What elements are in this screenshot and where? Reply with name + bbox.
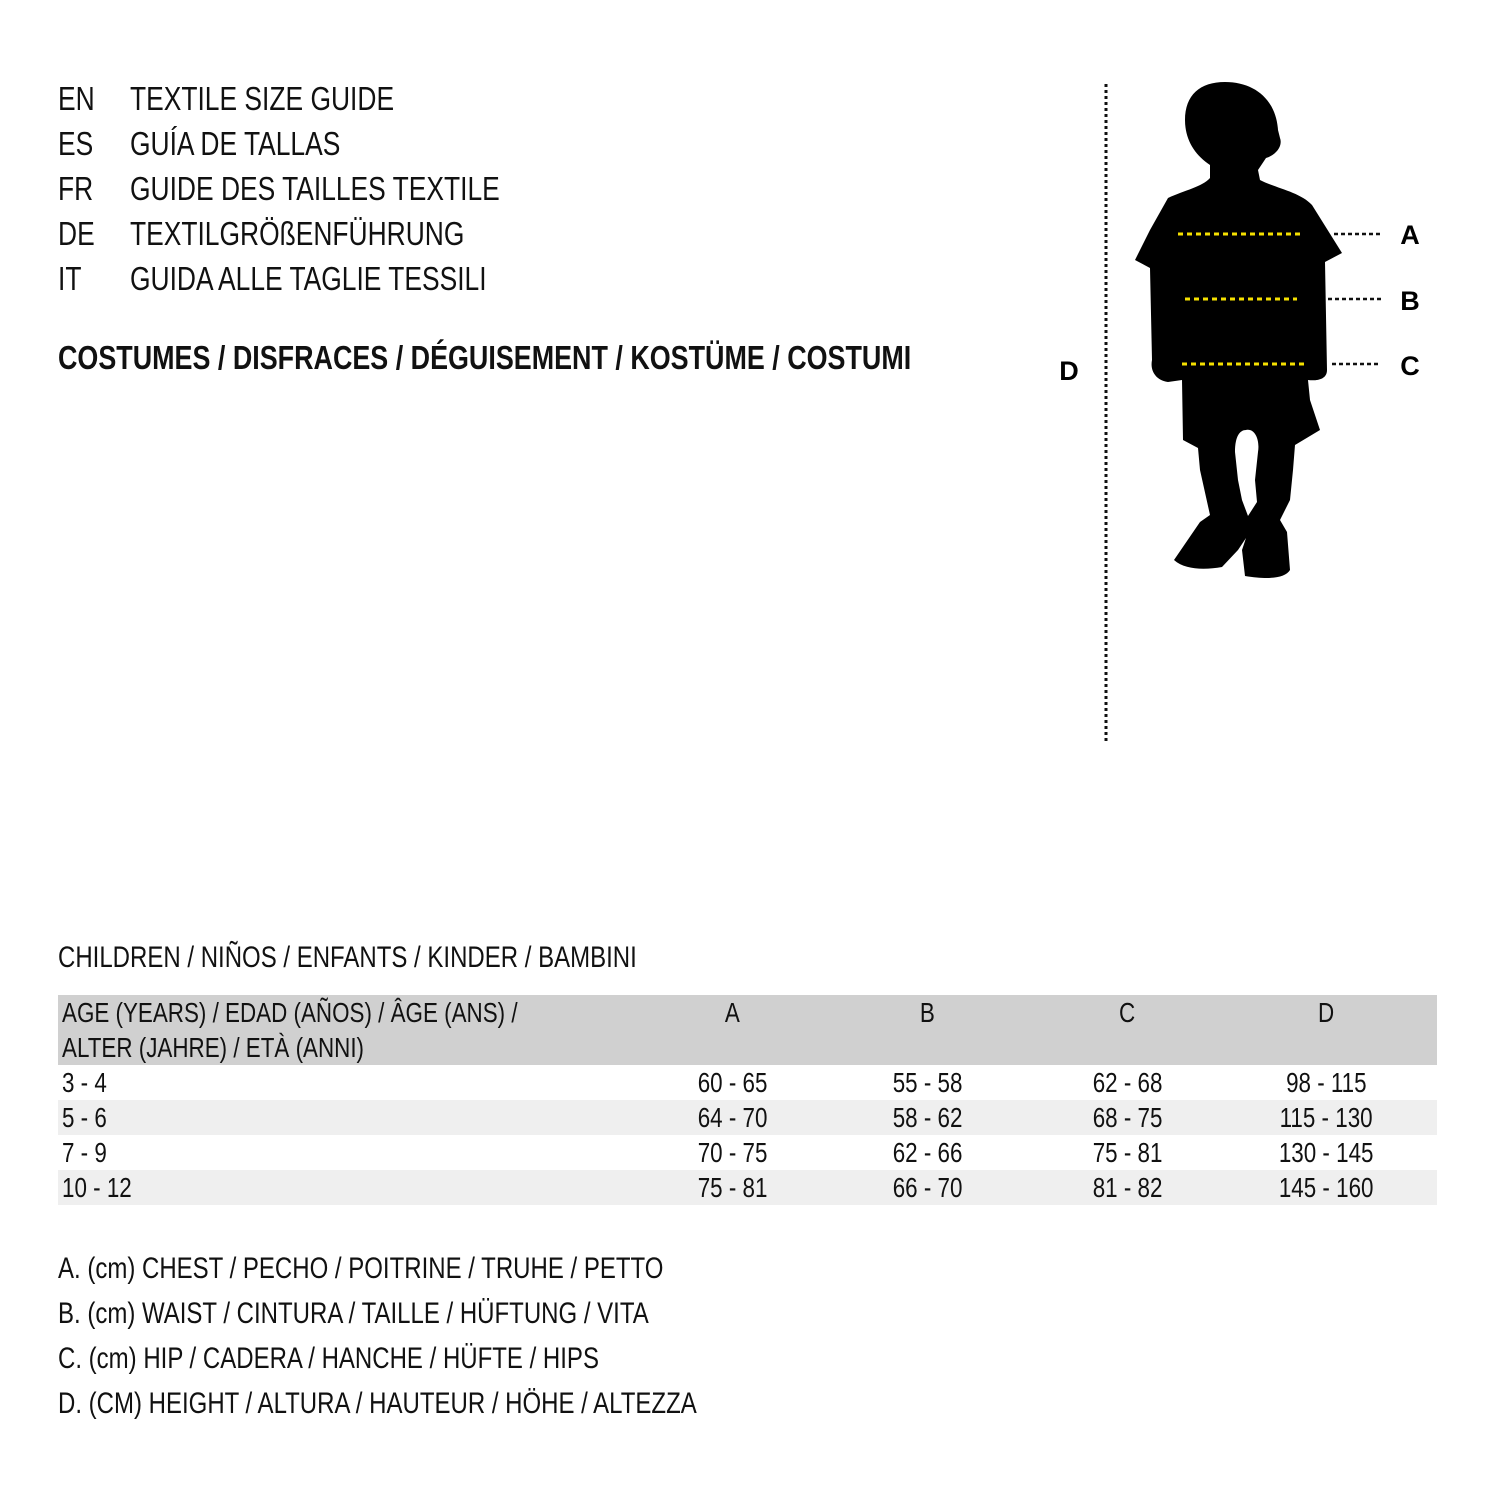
cell-a: 64 - 70	[650, 1100, 815, 1135]
lang-code: ES	[58, 125, 94, 162]
child-silhouette	[1135, 82, 1342, 578]
header-b: B	[815, 995, 1040, 1065]
cell-text: 10 - 12	[62, 1172, 132, 1203]
cell-age: 10 - 12	[58, 1170, 650, 1205]
legend-waist: B. (cm) WAIST / CINTURA / TAILLE / HÜFTU…	[58, 1291, 796, 1336]
cell-text: 68 - 75	[1092, 1102, 1163, 1133]
section-text: CHILDREN / NIÑOS / ENFANTS / KINDER / BA…	[58, 941, 637, 974]
cell-text: 55 - 58	[892, 1067, 963, 1098]
lang-code: DE	[58, 215, 95, 252]
cell-c: 75 - 81	[1040, 1135, 1215, 1170]
cell-text: 70 - 75	[697, 1137, 768, 1168]
cell-c: 68 - 75	[1040, 1100, 1215, 1135]
label-b: B	[1400, 286, 1420, 316]
cell-d: 98 - 115	[1215, 1065, 1437, 1100]
cell-d: 130 - 145	[1215, 1135, 1437, 1170]
cell-text: 130 - 145	[1278, 1137, 1374, 1168]
lang-title: GUIDE DES TAILLES TEXTILE	[130, 170, 500, 207]
cell-text: 5 - 6	[62, 1102, 107, 1133]
lang-code: EN	[58, 80, 95, 117]
legend-text: B. (cm) WAIST / CINTURA / TAILLE / HÜFTU…	[58, 1297, 649, 1330]
label-c: C	[1400, 351, 1420, 381]
legend-chest: A. (cm) CHEST / PECHO / POITRINE / TRUHE…	[58, 1246, 815, 1291]
cell-text: 58 - 62	[892, 1102, 963, 1133]
header-age: AGE (YEARS) / EDAD (AÑOS) / ÂGE (ANS) / …	[58, 995, 650, 1065]
cell-c: 81 - 82	[1040, 1170, 1215, 1205]
cell-text: 66 - 70	[892, 1172, 963, 1203]
cell-c: 62 - 68	[1040, 1065, 1215, 1100]
cell-text: 62 - 68	[1092, 1067, 1163, 1098]
table-row: 3 - 4 60 - 65 55 - 58 62 - 68 98 - 115	[58, 1065, 1437, 1100]
lang-code: IT	[58, 260, 82, 297]
cell-text: 3 - 4	[62, 1067, 107, 1098]
header-text: D	[1318, 997, 1335, 1028]
cell-a: 75 - 81	[650, 1170, 815, 1205]
table-row: 5 - 6 64 - 70 58 - 62 68 - 75 115 - 130	[58, 1100, 1437, 1135]
lang-title: TEXTILGRÖßENFÜHRUNG	[130, 215, 465, 252]
lang-title: TEXTILE SIZE GUIDE	[130, 80, 395, 117]
header-c: C	[1040, 995, 1215, 1065]
cell-text: 81 - 82	[1092, 1172, 1163, 1203]
category-text: COSTUMES / DISFRACES / DÉGUISEMENT / KOS…	[58, 339, 912, 376]
cell-text: 62 - 66	[892, 1137, 963, 1168]
section-heading: CHILDREN / NIÑOS / ENFANTS / KINDER / BA…	[58, 938, 781, 978]
lang-code: FR	[58, 170, 94, 207]
header-text: C	[1119, 997, 1136, 1028]
header-age-line1: AGE (YEARS) / EDAD (AÑOS) / ÂGE (ANS) /	[62, 997, 518, 1028]
lang-title: GUIDA ALLE TAGLIE TESSILI	[130, 260, 487, 297]
legend-height: D. (CM) HEIGHT / ALTURA / HAUTEUR / HÖHE…	[58, 1381, 856, 1426]
label-a: A	[1400, 220, 1420, 250]
table-row: 10 - 12 75 - 81 66 - 70 81 - 82 145 - 160	[58, 1170, 1437, 1205]
cell-age: 3 - 4	[58, 1065, 650, 1100]
cell-d: 145 - 160	[1215, 1170, 1437, 1205]
category-heading: COSTUMES / DISFRACES / DÉGUISEMENT / KOS…	[58, 336, 1105, 380]
cell-text: 60 - 65	[697, 1067, 768, 1098]
legend-text: D. (CM) HEIGHT / ALTURA / HAUTEUR / HÖHE…	[58, 1387, 697, 1420]
cell-a: 70 - 75	[650, 1135, 815, 1170]
header-age-line2: ALTER (JAHRE) / ETÀ (ANNI)	[62, 1032, 365, 1063]
cell-b: 55 - 58	[815, 1065, 1040, 1100]
label-d: D	[1059, 356, 1079, 386]
cell-age: 5 - 6	[58, 1100, 650, 1135]
cell-b: 62 - 66	[815, 1135, 1040, 1170]
cell-text: 145 - 160	[1278, 1172, 1374, 1203]
lang-title: GUÍA DE TALLAS	[130, 125, 341, 162]
cell-a: 60 - 65	[650, 1065, 815, 1100]
table-row: 7 - 9 70 - 75 62 - 66 75 - 81 130 - 145	[58, 1135, 1437, 1170]
cell-text: 75 - 81	[1092, 1137, 1163, 1168]
cell-text: 7 - 9	[62, 1137, 107, 1168]
cell-text: 64 - 70	[697, 1102, 768, 1133]
legend-text: C. (cm) HIP / CADERA / HANCHE / HÜFTE / …	[58, 1342, 599, 1375]
cell-b: 58 - 62	[815, 1100, 1040, 1135]
size-table: AGE (YEARS) / EDAD (AÑOS) / ÂGE (ANS) / …	[58, 995, 1437, 1205]
child-silhouette-diagram: A B C D	[1059, 82, 1420, 742]
header-text: A	[725, 997, 741, 1028]
table-header-row: AGE (YEARS) / EDAD (AÑOS) / ÂGE (ANS) / …	[58, 995, 1437, 1065]
cell-text: 75 - 81	[697, 1172, 768, 1203]
header-text: B	[919, 997, 935, 1028]
legend-text: A. (cm) CHEST / PECHO / POITRINE / TRUHE…	[58, 1252, 664, 1285]
legend-hip: C. (cm) HIP / CADERA / HANCHE / HÜFTE / …	[58, 1336, 734, 1381]
cell-b: 66 - 70	[815, 1170, 1040, 1205]
cell-d: 115 - 130	[1215, 1100, 1437, 1135]
cell-text: 98 - 115	[1285, 1067, 1367, 1098]
header-d: D	[1215, 995, 1437, 1065]
cell-text: 115 - 130	[1279, 1102, 1373, 1133]
cell-age: 7 - 9	[58, 1135, 650, 1170]
header-a: A	[650, 995, 815, 1065]
